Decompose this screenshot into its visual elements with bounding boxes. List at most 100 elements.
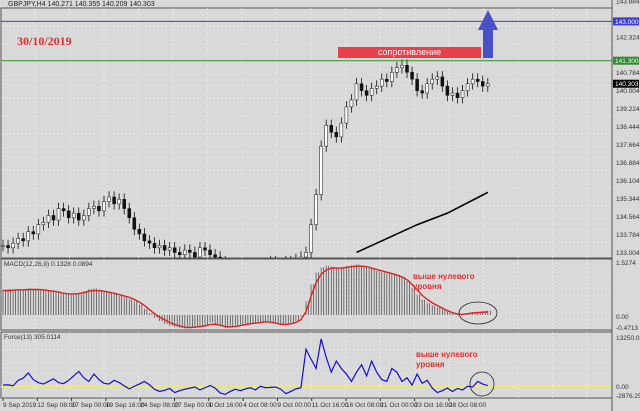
symbol-info: GBPJPY,H4 140.271 140.355 140.209 140.30… — [8, 1, 155, 8]
candle-body — [41, 222, 46, 225]
candle-body — [137, 229, 142, 235]
level-tag — [613, 56, 639, 65]
candle-body — [127, 208, 131, 219]
time-axis-tick: 9 Sep 2019 — [3, 402, 37, 409]
candle-body — [132, 217, 137, 230]
candle-body — [385, 78, 389, 82]
candle-body — [178, 252, 182, 255]
candle-body — [470, 78, 475, 85]
time-axis-tick: 17 Sep 00:00 — [72, 402, 111, 409]
price-axis-tick: 136.104 — [616, 178, 640, 185]
date-annotation: 30/10/2019 — [17, 34, 72, 48]
macd-note-line1: выше нулевого — [413, 272, 475, 281]
force-note: выше нулевого уровня — [416, 350, 478, 370]
time-axis-tick: 16 Oct 08:00 — [346, 402, 384, 409]
price-tag — [613, 79, 639, 88]
time-axis-tick: 1 Oct 16:00 — [209, 402, 243, 409]
arrow-shaft — [483, 30, 493, 58]
candle-body — [324, 125, 328, 147]
candle-body — [112, 196, 116, 205]
candle-body — [51, 215, 56, 221]
candle-body — [31, 231, 36, 235]
time-axis-tick: 12 Sep 08:00 — [37, 402, 76, 409]
force-axis-tick: 13250.093 — [616, 335, 640, 342]
price-axis-tick: 133.004 — [616, 250, 640, 257]
candle-body — [319, 145, 323, 195]
candle-body — [102, 201, 106, 212]
candle-body — [162, 245, 167, 251]
price-axis-tick: 139.224 — [616, 106, 640, 113]
candle-body — [400, 65, 404, 68]
time-axis-tick: 23 Oct 16:00 — [415, 402, 453, 409]
macd-note-line2: уровня — [413, 282, 442, 291]
candle-body — [486, 83, 490, 87]
candle-body — [71, 212, 76, 219]
candle-body — [122, 199, 126, 209]
time-axis-tick: 19 Sep 16:00 — [106, 402, 145, 409]
candle-body — [142, 233, 147, 242]
candle-body — [455, 92, 460, 98]
candle-body — [481, 81, 485, 87]
price-axis-tick: 138.444 — [616, 124, 640, 131]
candle-body — [390, 71, 394, 82]
candle-body — [374, 85, 379, 89]
price-axis-tick: 140.784 — [616, 70, 640, 77]
candle-body — [26, 231, 30, 242]
candle-body — [208, 249, 212, 255]
force-title: Force(13) 305.0114 — [4, 334, 61, 341]
time-axis-tick: 9 Oct 00:00 — [277, 402, 311, 409]
force-axis-tick: 0.00 — [616, 384, 629, 391]
pane-1 — [0, 258, 613, 331]
time-axis-tick: 4 Oct 08:00 — [243, 402, 277, 409]
candle-body — [66, 210, 71, 219]
candle-body — [56, 208, 61, 221]
price-axis-tick: 137.664 — [616, 142, 640, 149]
candle-body — [334, 132, 339, 138]
pane-0 — [0, 7, 613, 259]
macd-title: MACD(12,26,9) 0.1328 0.0894 — [4, 261, 93, 268]
candle-body — [304, 252, 308, 258]
level-tag — [613, 17, 639, 26]
candle-body — [359, 83, 364, 91]
candle-body — [415, 78, 419, 91]
candle-body — [193, 252, 197, 258]
time-axis-tick: 21 Oct 00:00 — [380, 402, 418, 409]
candle-body — [314, 194, 318, 225]
candle-body — [6, 245, 10, 249]
force-axis-tick: -2876.258 — [616, 393, 640, 400]
time-axis-tick: 11 Oct 16:00 — [312, 402, 349, 409]
candle-body — [349, 99, 354, 108]
candle-body — [157, 245, 162, 249]
candle-body — [61, 208, 66, 212]
candle-body — [198, 247, 202, 258]
candles — [1, 59, 490, 258]
time-axis-tick: 24 Sep 08:00 — [140, 402, 179, 409]
level-label: 143.000 — [615, 19, 639, 26]
macd-axis-tick: 1.5274 — [616, 260, 636, 267]
price-axis-tick: 134.564 — [616, 214, 640, 221]
candle-body — [107, 196, 111, 202]
candle-body — [420, 90, 424, 94]
candle-body — [395, 67, 399, 73]
time-axis-tick: 27 Sep 00:00 — [175, 402, 214, 409]
candle-body — [147, 240, 152, 244]
level-label: 141.300 — [615, 58, 639, 65]
candle-body — [369, 88, 374, 96]
price-axis-tick: 135.344 — [616, 196, 640, 203]
macd-note: выше нулевого уровня — [413, 272, 475, 292]
candle-body — [344, 106, 349, 124]
price-axis-tick: 133.784 — [616, 232, 640, 239]
candle-body — [16, 238, 20, 244]
candle-body — [329, 125, 333, 133]
up-arrow-icon — [478, 10, 498, 30]
candle-body — [97, 205, 101, 212]
current-price-label: 140.303 — [615, 81, 639, 88]
macd-axis-tick: -0.4713 — [616, 325, 638, 332]
price-axis-tick: 140.004 — [616, 88, 640, 95]
highlight-circle — [458, 301, 498, 325]
price-axis-tick: 143.884 — [616, 0, 640, 6]
candle-body — [152, 242, 157, 249]
candle-body — [11, 242, 15, 249]
